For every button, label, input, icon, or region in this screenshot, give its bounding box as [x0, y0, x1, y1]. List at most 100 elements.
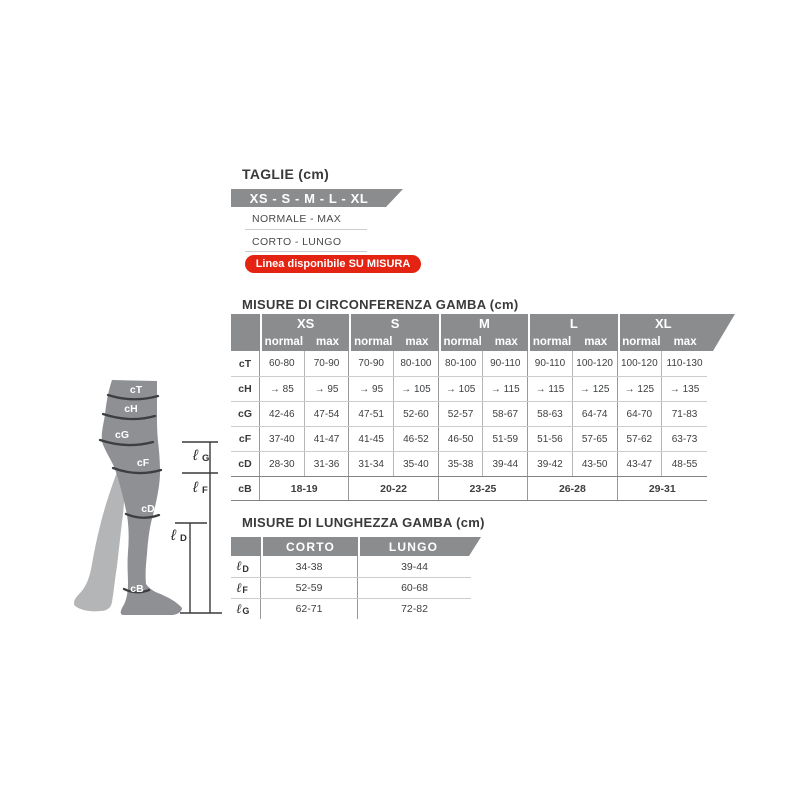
measure-letter-lG: G: [202, 453, 209, 464]
value-cell: 62-71: [261, 599, 358, 619]
merged-value-cell: 29-31: [648, 482, 676, 495]
value-cell: 70-90: [305, 351, 350, 376]
band-cF: [111, 466, 163, 475]
table-row: cG 42-46 47-54 47-51 52-60 52-57 58-67 58-63 64-…: [231, 401, 707, 426]
back-leg-silhouette: [73, 458, 125, 612]
value-cell: 100-120: [573, 351, 618, 376]
merged-value-cell: 20-22: [349, 477, 439, 500]
measure-letter-lD: D: [180, 533, 187, 544]
subheader-row: normal max: [262, 332, 349, 351]
circumference-table-body: cT 60-80 70-90 70-90 80-100 80-100 90-110 90-11…: [231, 351, 707, 501]
value-cell: 43-47: [618, 452, 663, 476]
value-cell: 41-47: [305, 427, 350, 451]
subheader-cell: max: [316, 335, 340, 348]
table-row: cT 60-80 70-90 70-90 80-100 80-100 90-110 90-11…: [231, 351, 707, 376]
value-cell: 80-100: [394, 351, 439, 376]
subheader-cell: normal: [354, 335, 393, 348]
value-cell: 60-80: [260, 351, 305, 376]
value-cell: → 85: [260, 377, 305, 401]
length-letter: F: [242, 585, 248, 595]
value-cell: 57-62: [618, 427, 663, 451]
taglie-title: TAGLIE (cm): [242, 166, 330, 182]
divider: [245, 251, 367, 252]
normale-max-label: NORMALE - MAX: [252, 213, 342, 225]
value-cell: 60-68: [401, 582, 428, 594]
value-cell: 39-44: [401, 560, 428, 573]
length-table-body: ℓ D 34-38 39-44 ℓ F 52-59 60-68 ℓ G 62-71 72-82: [231, 556, 471, 619]
subheader-row: normal max: [530, 332, 617, 351]
value-cell: → 95: [305, 377, 350, 401]
band-label-cG: cG: [115, 429, 129, 441]
length-symbol: ℓ: [236, 559, 242, 574]
size-header-cell: L: [569, 315, 578, 331]
size-header-cell: XS: [297, 315, 315, 331]
band-label-cT: cT: [130, 384, 143, 396]
measurement-bands: [98, 393, 163, 594]
size-header-cell: XL: [654, 315, 672, 331]
subheader-cell: max: [405, 335, 429, 348]
row-label-cell: cF: [231, 427, 260, 451]
value-cell: 28-30: [260, 452, 305, 476]
value-cell: → 115: [528, 377, 573, 401]
value-cell: 51-56: [528, 427, 573, 451]
circumference-title: MISURE DI CIRCONFERENZA GAMBA (cm): [242, 297, 519, 312]
band-cD: [124, 512, 161, 519]
value-cell: 39-42: [528, 452, 573, 476]
row-label-cell: cB: [231, 477, 260, 500]
subheader-row: normal max: [620, 332, 707, 351]
value-cell: 72-82: [401, 603, 428, 615]
value-cell: → 115: [483, 377, 529, 401]
subheader-row: normal max: [441, 332, 528, 351]
value-cell: → 135: [669, 383, 700, 395]
value-cell: 46-52: [394, 427, 439, 451]
length-header-cell: CORTO: [261, 537, 358, 556]
table-row: cD 28-30 31-36 31-34 35-40 35-38 39-44 39-42 43-…: [231, 451, 707, 476]
measure-symbol-lG: ℓ: [192, 447, 199, 464]
value-cell: 64-70: [618, 402, 663, 426]
size-header-cell: S: [390, 315, 400, 331]
value-cell: 31-34: [349, 452, 395, 476]
band-cH: [101, 412, 157, 421]
length-symbol: ℓ: [236, 601, 242, 617]
value-cell: 34-38: [261, 556, 358, 577]
header-corner-cell: [231, 314, 260, 351]
length-letter: D: [242, 563, 249, 574]
table-row: cH → 85 → 95 → 95 → 105 → 105 → 115 → 115 → 125 →…: [231, 376, 707, 401]
subheader-cell: normal: [622, 335, 661, 348]
table-row: cF 37-40 41-47 41-45 46-52 46-50 51-59 51-56 57-…: [231, 426, 707, 451]
subheader-cell: max: [584, 335, 608, 348]
value-cell: 41-45: [349, 427, 395, 451]
merged-value-cell: 26-28: [528, 477, 618, 500]
value-cell: 39-44: [483, 452, 529, 476]
row-label-cell: cD: [231, 452, 260, 476]
value-cell: 43-50: [573, 452, 618, 476]
band-label-cF: cF: [137, 457, 150, 469]
size-header-cell: M: [479, 315, 490, 331]
length-lines: [175, 441, 222, 614]
value-cell: 90-110: [528, 351, 573, 376]
table-row: ℓ D 34-38 39-44: [231, 556, 471, 577]
subheader-cell: normal: [264, 335, 304, 348]
value-cell: 51-59: [483, 427, 529, 451]
value-cell: 63-73: [671, 433, 698, 445]
value-cell: 52-59: [261, 578, 358, 598]
value-cell: 46-50: [439, 427, 484, 451]
value-cell: 52-60: [394, 402, 439, 426]
length-symbol: ℓ: [236, 580, 242, 596]
value-cell: → 125: [618, 377, 663, 401]
value-cell: 80-100: [439, 351, 484, 376]
sizes-bar-label: XS - S - M - L - XL: [249, 190, 369, 206]
value-cell: 52-57: [439, 402, 484, 426]
value-cell: → 125: [573, 377, 618, 401]
subheader-cell: max: [494, 335, 518, 348]
length-table-header: CORTO LUNGO: [231, 537, 481, 556]
corto-lungo-label: CORTO - LUNGO: [252, 236, 342, 248]
length-title: MISURE DI LUNGHEZZA GAMBA (cm): [242, 515, 485, 530]
merged-value-cell: 18-19: [260, 477, 350, 500]
